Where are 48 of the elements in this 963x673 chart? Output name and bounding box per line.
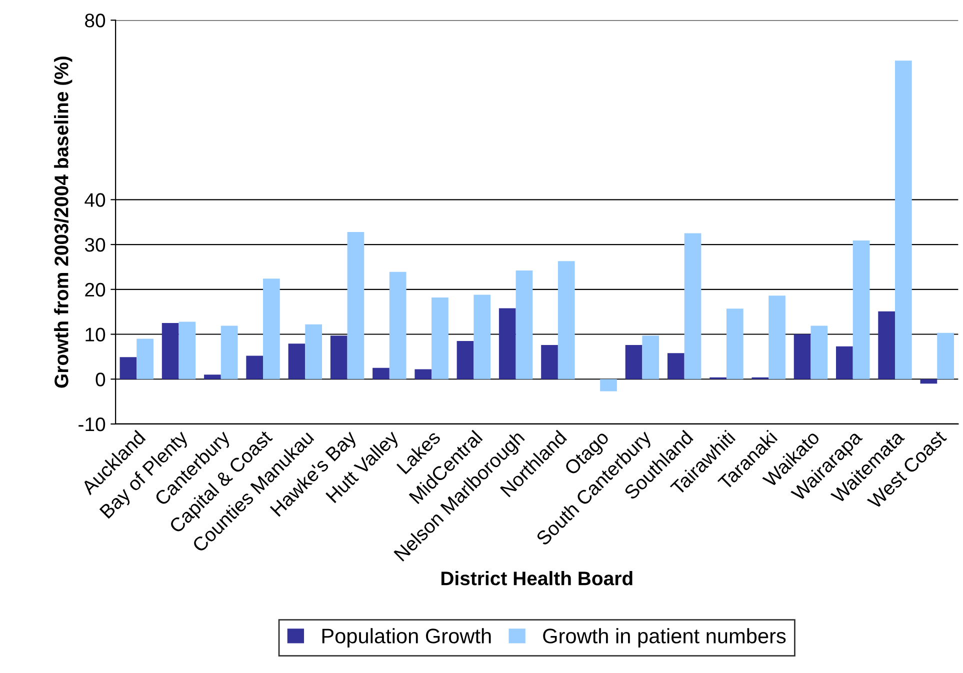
bar bbox=[600, 379, 617, 392]
bar bbox=[768, 296, 786, 380]
y-tick-label: 30 bbox=[84, 238, 106, 252]
bar bbox=[372, 368, 390, 380]
bar bbox=[794, 334, 811, 380]
bar bbox=[474, 294, 491, 380]
bar bbox=[330, 336, 348, 380]
bar bbox=[220, 326, 238, 380]
bar bbox=[432, 297, 448, 380]
bar bbox=[456, 340, 474, 380]
bar bbox=[684, 233, 702, 380]
bar bbox=[288, 344, 306, 380]
bar bbox=[726, 308, 744, 380]
y-tick-label: -10 bbox=[78, 417, 106, 432]
bar bbox=[852, 240, 870, 380]
bar bbox=[810, 326, 828, 380]
bar bbox=[389, 272, 406, 380]
y-tick-label: 10 bbox=[86, 328, 106, 342]
bar bbox=[836, 346, 853, 380]
bar bbox=[414, 369, 432, 380]
y-axis-title: Growth from 2003/2004 baseline (%) bbox=[54, 56, 72, 388]
y-tick-label: 20 bbox=[85, 282, 106, 297]
bar bbox=[937, 332, 954, 380]
bar bbox=[162, 323, 179, 380]
y-tick-label: 0 bbox=[96, 372, 106, 386]
bar bbox=[541, 345, 558, 380]
bar bbox=[178, 322, 196, 380]
bar bbox=[920, 379, 938, 384]
bar bbox=[878, 311, 895, 380]
bar bbox=[498, 308, 516, 380]
bar bbox=[347, 232, 364, 380]
bar bbox=[120, 357, 137, 380]
bar bbox=[642, 336, 660, 380]
bar bbox=[894, 60, 912, 380]
bar bbox=[667, 353, 684, 380]
bar bbox=[516, 270, 533, 380]
bar bbox=[204, 374, 221, 380]
bar bbox=[136, 338, 154, 380]
legend-label: Population Growth bbox=[322, 628, 491, 648]
y-tick-label: 40 bbox=[84, 193, 106, 207]
bar bbox=[246, 356, 264, 380]
y-tick-label: 80 bbox=[85, 14, 106, 28]
bar bbox=[305, 324, 322, 380]
legend-label: Growth in patient numbers bbox=[543, 628, 786, 648]
x-axis-title: District Health Board bbox=[441, 571, 632, 586]
bar bbox=[625, 345, 642, 380]
bar bbox=[263, 278, 280, 380]
bar bbox=[558, 261, 575, 380]
